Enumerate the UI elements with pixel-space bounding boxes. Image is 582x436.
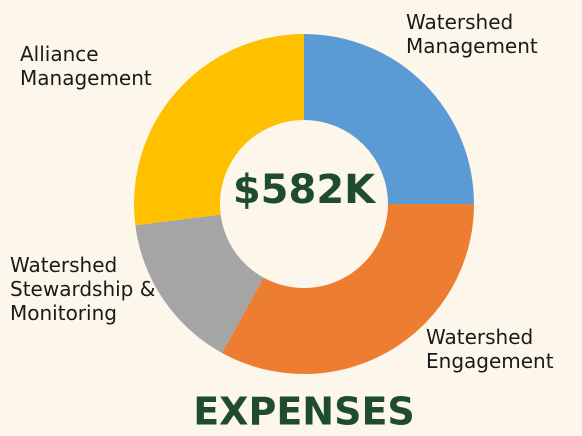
slice <box>304 34 474 204</box>
center-label: $582K <box>233 167 377 213</box>
slice-label: Watershed Engagement <box>426 325 554 373</box>
slice <box>135 214 264 353</box>
chart-title: EXPENSES <box>193 390 415 434</box>
slice-label: Watershed Management <box>406 10 538 58</box>
slices <box>133 34 474 375</box>
slice <box>222 204 474 375</box>
slice-label: Alliance Management <box>20 42 152 90</box>
slice-label: Watershed Stewardship & Monitoring <box>10 253 156 325</box>
slice <box>133 34 304 226</box>
